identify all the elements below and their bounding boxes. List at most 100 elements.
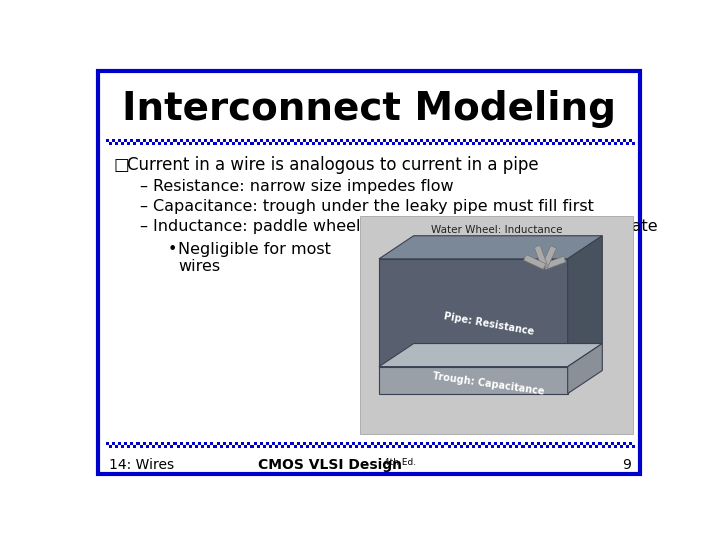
Bar bbox=[608, 445, 611, 448]
Bar bbox=[359, 442, 361, 445]
Bar bbox=[466, 445, 469, 448]
Bar bbox=[398, 139, 401, 142]
Bar bbox=[360, 217, 633, 434]
Bar bbox=[287, 139, 290, 142]
Bar bbox=[444, 139, 448, 142]
Bar bbox=[340, 142, 343, 145]
Bar bbox=[238, 139, 241, 142]
Bar bbox=[167, 142, 171, 145]
Bar bbox=[386, 142, 389, 145]
Bar bbox=[195, 142, 198, 145]
Bar bbox=[605, 142, 608, 145]
Bar bbox=[593, 445, 595, 448]
Bar bbox=[179, 445, 183, 448]
Bar bbox=[401, 142, 405, 145]
Bar bbox=[269, 442, 272, 445]
Bar bbox=[137, 142, 140, 145]
Bar bbox=[359, 142, 361, 145]
Bar bbox=[531, 442, 534, 445]
Bar bbox=[275, 142, 278, 145]
Bar bbox=[611, 442, 614, 445]
Bar bbox=[346, 142, 349, 145]
Bar bbox=[149, 139, 152, 142]
Bar bbox=[571, 445, 574, 448]
Bar bbox=[222, 442, 226, 445]
Bar bbox=[318, 445, 321, 448]
Bar bbox=[540, 142, 543, 145]
Bar bbox=[432, 142, 435, 145]
Bar bbox=[626, 142, 629, 145]
Bar bbox=[617, 139, 620, 142]
Bar bbox=[543, 442, 546, 445]
Bar bbox=[290, 442, 294, 445]
Bar bbox=[500, 142, 503, 145]
Bar bbox=[490, 142, 494, 145]
Bar bbox=[207, 442, 210, 445]
Bar bbox=[432, 445, 435, 448]
Bar bbox=[232, 442, 235, 445]
Bar bbox=[429, 442, 432, 445]
Bar bbox=[537, 142, 540, 145]
Bar bbox=[158, 139, 161, 142]
Bar bbox=[333, 139, 337, 142]
Bar bbox=[183, 142, 186, 145]
Bar bbox=[577, 142, 580, 145]
Bar bbox=[490, 139, 494, 142]
Bar bbox=[198, 139, 201, 142]
Bar bbox=[451, 445, 454, 448]
Bar bbox=[475, 139, 478, 142]
Bar bbox=[328, 139, 330, 142]
Bar bbox=[118, 445, 121, 448]
Bar bbox=[256, 142, 260, 145]
Bar bbox=[282, 139, 284, 142]
Bar bbox=[414, 445, 417, 448]
Bar bbox=[198, 442, 201, 445]
Bar bbox=[420, 142, 423, 145]
Bar bbox=[444, 445, 448, 448]
Bar bbox=[497, 445, 500, 448]
Bar bbox=[540, 139, 543, 142]
Text: 4th Ed.: 4th Ed. bbox=[384, 457, 417, 467]
Bar bbox=[540, 445, 543, 448]
Bar bbox=[611, 139, 614, 142]
Bar bbox=[456, 442, 460, 445]
Bar bbox=[266, 445, 269, 448]
Bar bbox=[371, 142, 374, 145]
Bar bbox=[423, 445, 426, 448]
Polygon shape bbox=[541, 246, 557, 268]
Bar bbox=[503, 442, 506, 445]
Bar bbox=[306, 142, 309, 145]
Bar bbox=[330, 139, 333, 142]
Bar bbox=[167, 139, 171, 142]
Bar bbox=[213, 442, 217, 445]
Bar bbox=[593, 142, 595, 145]
Bar bbox=[432, 442, 435, 445]
Bar bbox=[528, 445, 531, 448]
Bar bbox=[451, 139, 454, 142]
Bar bbox=[263, 445, 266, 448]
Bar bbox=[451, 142, 454, 145]
Bar bbox=[546, 445, 549, 448]
Bar bbox=[564, 445, 567, 448]
Bar bbox=[137, 445, 140, 448]
Bar bbox=[124, 142, 127, 145]
Bar bbox=[549, 139, 552, 142]
Bar bbox=[398, 445, 401, 448]
Bar bbox=[278, 442, 282, 445]
Bar bbox=[337, 142, 340, 145]
Bar bbox=[294, 139, 297, 142]
Bar bbox=[423, 442, 426, 445]
Bar bbox=[361, 445, 364, 448]
Bar bbox=[546, 139, 549, 142]
Bar bbox=[260, 142, 263, 145]
Bar bbox=[115, 139, 118, 142]
Bar bbox=[294, 442, 297, 445]
Bar bbox=[562, 442, 564, 445]
Bar bbox=[282, 445, 284, 448]
Bar bbox=[174, 442, 176, 445]
Bar bbox=[475, 442, 478, 445]
Bar bbox=[574, 142, 577, 145]
Bar bbox=[330, 142, 333, 145]
Bar bbox=[448, 139, 451, 142]
Bar bbox=[549, 445, 552, 448]
